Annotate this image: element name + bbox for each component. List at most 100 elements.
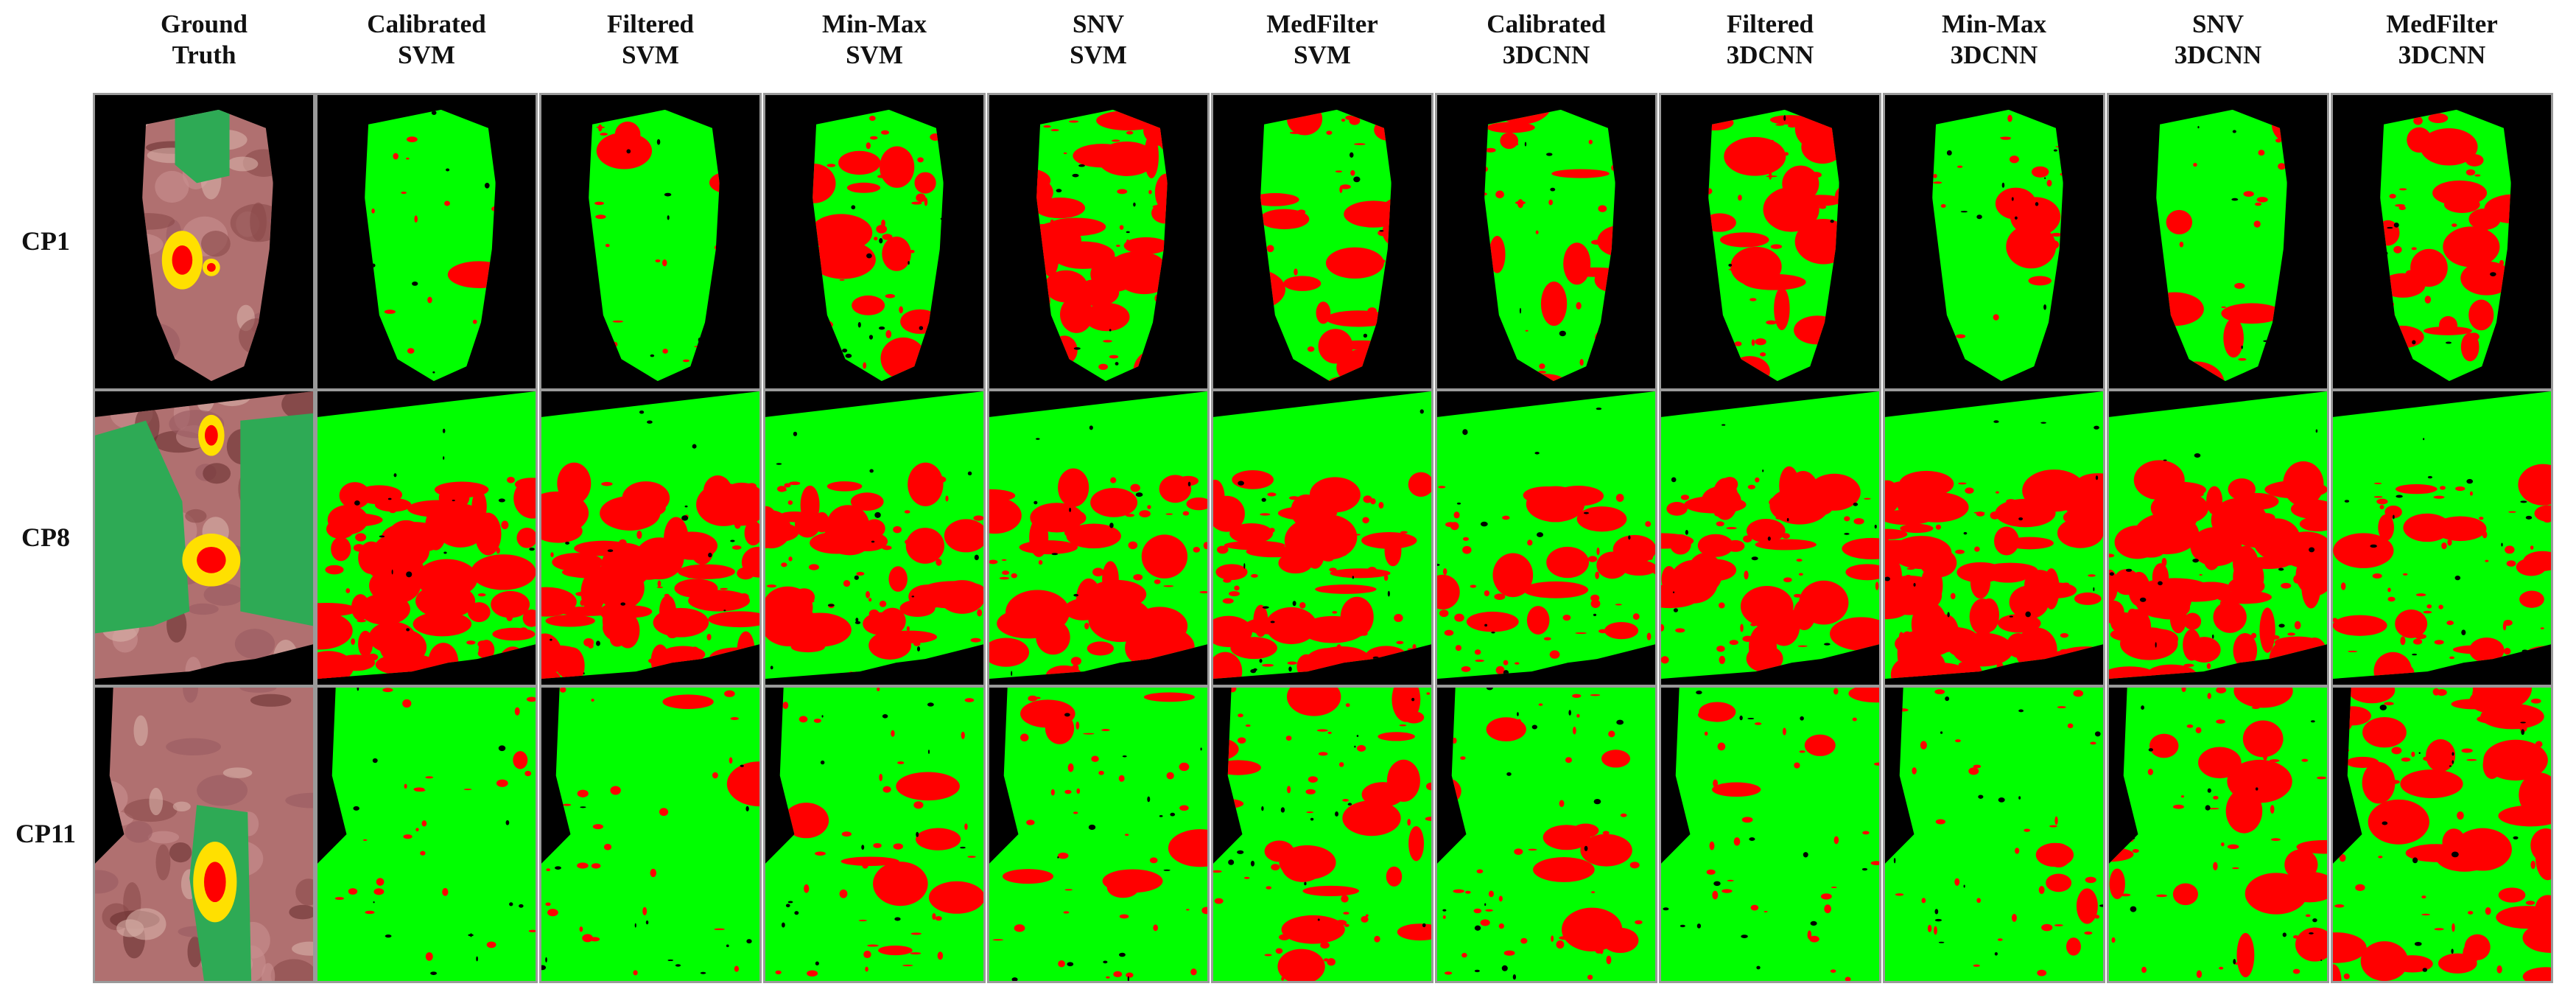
segmentation-map <box>2333 95 2551 388</box>
column-header-line1: Filtered <box>607 10 694 38</box>
classification-map <box>1883 389 2105 687</box>
classification-map <box>1435 685 1657 983</box>
column-header-line2: SVM <box>622 41 679 69</box>
segmentation-map <box>989 391 1207 685</box>
tissue-photo <box>95 688 313 981</box>
column-header-line1: MedFilter <box>1266 10 1378 38</box>
segmentation-map <box>989 688 1207 981</box>
classification-map <box>2107 685 2329 983</box>
column-header: MedFilter 3DCNN <box>2331 9 2553 71</box>
segmentation-map <box>2333 688 2551 981</box>
tissue-photo <box>95 95 313 388</box>
tissue-photo <box>95 391 313 685</box>
classification-map <box>1883 93 2105 391</box>
classification-map <box>2107 389 2329 687</box>
segmentation-map <box>1661 95 1879 388</box>
classification-map <box>1211 389 1433 687</box>
segmentation-map <box>989 95 1207 388</box>
column-header-line1: SNV <box>1072 10 1125 38</box>
segmentation-map <box>2333 391 2551 685</box>
classification-map <box>1659 685 1881 983</box>
segmentation-map <box>2109 688 2327 981</box>
column-header-line2: 3DCNN <box>2174 41 2262 69</box>
classification-map <box>763 389 986 687</box>
classification-map <box>539 93 762 391</box>
column-header-line1: Min-Max <box>822 10 927 38</box>
classification-map <box>539 685 762 983</box>
classification-map <box>315 93 538 391</box>
segmentation-map <box>1885 95 2103 388</box>
classification-map <box>987 93 1210 391</box>
segmentation-map <box>1213 391 1431 685</box>
row-label: CP1 <box>21 226 70 256</box>
column-header: Min-Max SVM <box>763 9 986 71</box>
column-header: Calibrated 3DCNN <box>1435 9 1657 71</box>
segmentation-map <box>2109 95 2327 388</box>
column-header-line2: SVM <box>846 41 903 69</box>
classification-map <box>987 389 1210 687</box>
column-header-line2: 3DCNN <box>1950 41 2038 69</box>
column-header: Ground Truth <box>93 9 315 71</box>
column-header-line1: Calibrated <box>1487 10 1606 38</box>
classification-map <box>763 93 986 391</box>
column-header: Filtered 3DCNN <box>1659 9 1881 71</box>
segmentation-map <box>317 391 536 685</box>
segmentation-map <box>541 391 759 685</box>
classification-map <box>1883 685 2105 983</box>
column-header-line2: SVM <box>1070 41 1127 69</box>
segmentation-map <box>1661 391 1879 685</box>
classification-map <box>2331 93 2553 391</box>
segmentation-map <box>1437 688 1655 981</box>
column-header-line2: Truth <box>172 41 236 69</box>
row-label: CP11 <box>15 819 76 848</box>
classification-map <box>1435 93 1657 391</box>
segmentation-map <box>1213 95 1431 388</box>
column-header-line2: SVM <box>398 41 455 69</box>
classification-map <box>987 685 1210 983</box>
segmentation-map <box>1885 391 2103 685</box>
classification-map <box>2107 93 2329 391</box>
segmentation-map <box>1885 688 2103 981</box>
classification-map <box>315 389 538 687</box>
column-header-line2: 3DCNN <box>1502 41 1590 69</box>
classification-map <box>1435 389 1657 687</box>
column-header-line1: Ground <box>160 10 248 38</box>
classification-map <box>1659 93 1881 391</box>
column-header-line1: SNV <box>2191 10 2245 38</box>
classification-map <box>2331 389 2553 687</box>
column-header: SNV 3DCNN <box>2107 9 2329 71</box>
classification-map <box>1211 685 1433 983</box>
column-header-line2: SVM <box>1294 41 1351 69</box>
column-header-line2: 3DCNN <box>1726 41 1814 69</box>
row-label: CP8 <box>21 523 70 552</box>
segmentation-map <box>1213 688 1431 981</box>
classification-map <box>763 685 986 983</box>
classification-map <box>1659 389 1881 687</box>
classification-map <box>2331 685 2553 983</box>
classification-map <box>539 389 762 687</box>
segmentation-map <box>317 95 536 388</box>
ground-truth-image <box>93 389 315 687</box>
segmentation-map <box>765 688 983 981</box>
classification-map <box>1211 93 1433 391</box>
segmentation-map <box>765 391 983 685</box>
classification-map <box>315 685 538 983</box>
column-header: SNV SVM <box>987 9 1210 71</box>
segmentation-map <box>541 688 759 981</box>
column-header-line2: 3DCNN <box>2398 41 2486 69</box>
column-header-line1: Calibrated <box>367 10 486 38</box>
segmentation-map <box>1437 95 1655 388</box>
ground-truth-image <box>93 93 315 391</box>
column-header-line1: MedFilter <box>2386 10 2498 38</box>
ground-truth-image <box>93 685 315 983</box>
segmentation-map <box>541 95 759 388</box>
column-header: Min-Max 3DCNN <box>1883 9 2105 71</box>
column-header: Calibrated SVM <box>315 9 538 71</box>
segmentation-map <box>765 95 983 388</box>
segmentation-map <box>1661 688 1879 981</box>
column-header: Filtered SVM <box>539 9 762 71</box>
segmentation-map <box>317 688 536 981</box>
column-header: MedFilter SVM <box>1211 9 1433 71</box>
segmentation-map <box>2109 391 2327 685</box>
column-header-line1: Filtered <box>1727 10 1814 38</box>
